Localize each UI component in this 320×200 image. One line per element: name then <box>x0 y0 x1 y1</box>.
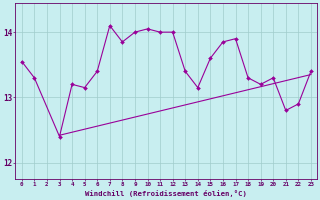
X-axis label: Windchill (Refroidissement éolien,°C): Windchill (Refroidissement éolien,°C) <box>85 190 247 197</box>
